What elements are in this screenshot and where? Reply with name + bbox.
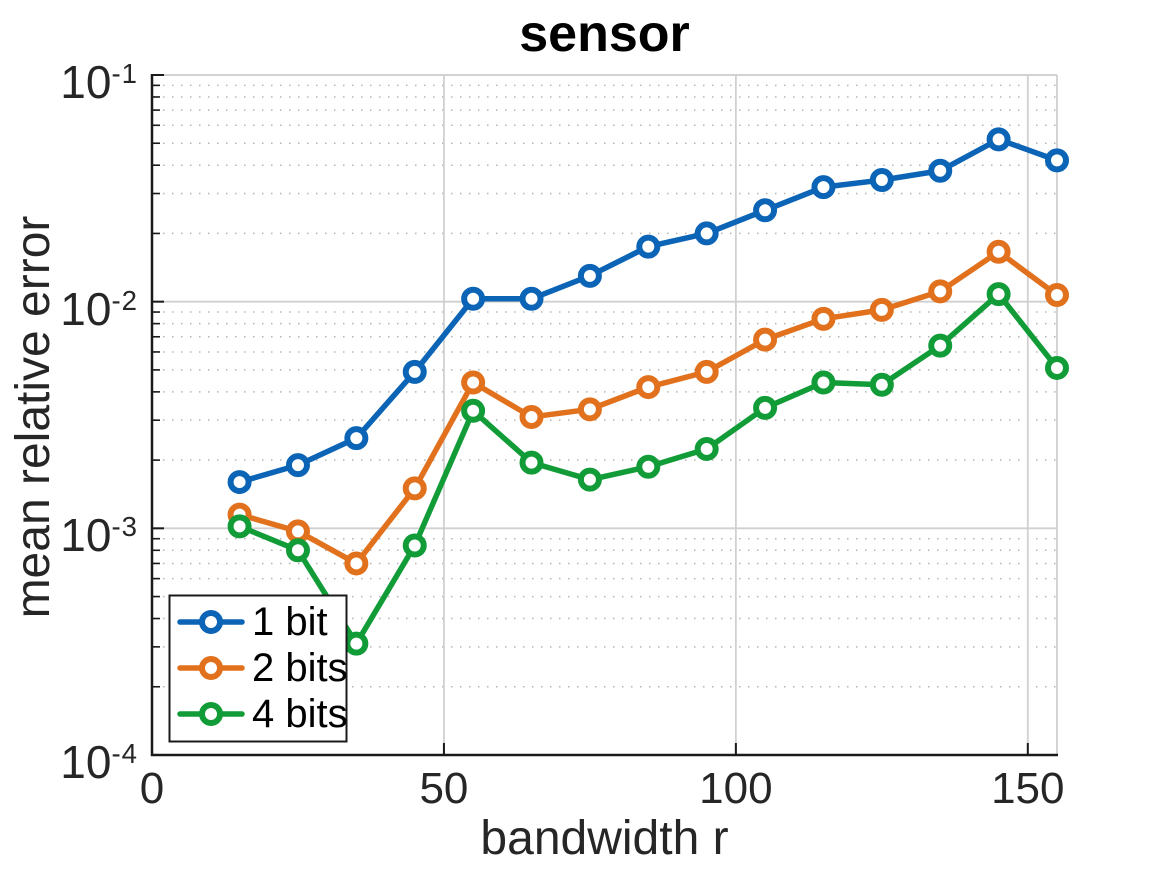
legend-label: 4 bits: [252, 692, 348, 736]
data-point-marker: [1045, 283, 1069, 308]
data-point-marker: [227, 470, 252, 495]
legend-marker: [199, 610, 223, 634]
legend-marker: [199, 702, 223, 726]
data-point-marker: [869, 297, 894, 322]
data-point-marker: [461, 370, 486, 395]
data-point-marker: [694, 359, 719, 384]
data-point-marker: [577, 397, 602, 422]
data-point-marker: [285, 538, 310, 563]
data-point-marker: [869, 372, 894, 397]
data-point-marker: [753, 395, 778, 420]
data-point-marker: [577, 467, 602, 492]
data-point-marker: [694, 436, 719, 461]
data-point-marker: [1045, 148, 1069, 173]
data-point-marker: [461, 398, 486, 423]
data-point-marker: [811, 370, 836, 395]
data-point-marker: [694, 221, 719, 246]
data-point-marker: [928, 279, 953, 304]
data-point-marker: [402, 359, 427, 384]
data-point-marker: [753, 327, 778, 352]
y-axis-label: mean relative error: [7, 215, 60, 619]
data-point-marker: [227, 514, 252, 539]
y-tick-label: 10-1: [60, 56, 138, 109]
data-point-marker: [344, 551, 369, 576]
x-tick-label: 0: [139, 764, 165, 813]
data-point-marker: [1045, 355, 1069, 380]
data-point-marker: [636, 375, 661, 400]
legend-marker: [199, 656, 223, 680]
y-tick-label: 10-3: [60, 509, 138, 562]
y-tick-label: 10-4: [60, 736, 138, 789]
data-point-marker: [461, 286, 486, 311]
data-point-marker: [811, 306, 836, 331]
data-point-marker: [928, 333, 953, 358]
data-point-marker: [636, 454, 661, 479]
data-point-marker: [285, 453, 310, 478]
x-axis-label: bandwidth r: [480, 812, 729, 865]
data-point-marker: [519, 404, 544, 429]
data-point-marker: [519, 450, 544, 475]
data-point-marker: [285, 519, 310, 544]
x-tick-label: 100: [699, 764, 773, 813]
data-point-marker: [986, 239, 1011, 264]
data-point-marker: [344, 426, 369, 451]
y-tick-label: 10-2: [60, 282, 138, 335]
data-point-marker: [986, 127, 1011, 152]
data-point-marker: [986, 282, 1011, 307]
data-point-marker: [928, 158, 953, 183]
data-point-marker: [402, 476, 427, 501]
x-tick-label: 150: [991, 764, 1065, 813]
x-tick-label: 50: [419, 764, 469, 813]
data-point-marker: [753, 198, 778, 223]
data-point-marker: [519, 286, 544, 311]
legend-label: 2 bits: [252, 646, 348, 690]
data-point-marker: [577, 263, 602, 288]
data-point-marker: [344, 631, 369, 656]
legend-label: 1 bit: [252, 600, 328, 644]
data-point-marker: [636, 234, 661, 259]
data-point-marker: [402, 533, 427, 558]
data-point-marker: [811, 175, 836, 200]
data-point-marker: [869, 168, 894, 193]
chart-title: sensor: [519, 5, 690, 63]
